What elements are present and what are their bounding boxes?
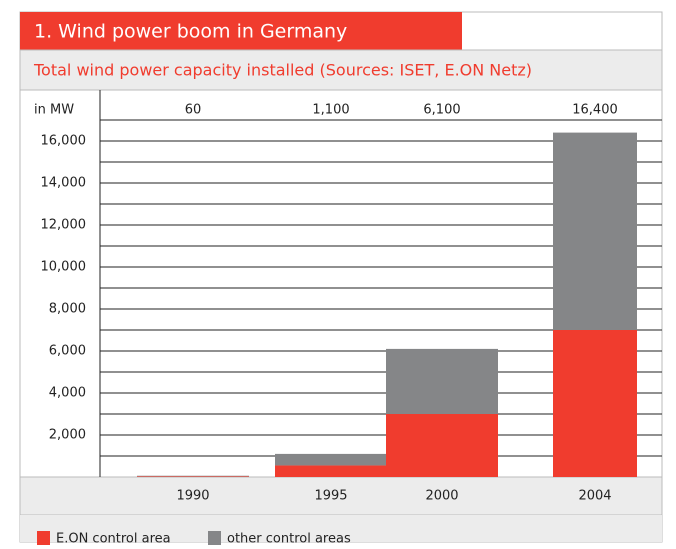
total-label: 6,100 [423,103,460,118]
total-label: 1,100 [312,103,349,118]
subtitle: Total wind power capacity installed (Sou… [33,61,532,80]
y-tick-label: 6,000 [49,344,86,359]
legend-swatch [37,531,50,545]
y-tick-label: 8,000 [49,302,86,317]
y-tick-label: 10,000 [41,260,87,275]
y-tick-label: 16,000 [41,134,87,149]
bar-segment [137,475,249,477]
x-tick-label: 2004 [578,489,611,504]
legend-label: other control areas [227,532,351,547]
y-tick-label: 2,000 [49,428,86,443]
subtitle-bar [19,49,663,91]
bar-segment [275,453,387,466]
category-band [19,476,663,516]
title-bar [20,12,462,50]
y-tick-label: 12,000 [41,218,87,233]
x-tick-label: 1995 [314,489,347,504]
legend-band [20,515,662,542]
total-label: 60 [185,103,202,118]
bar-segment [386,348,498,414]
bar-segment [275,465,387,477]
bar-segment [553,330,637,477]
y-tick-label: 14,000 [41,176,87,191]
legend-swatch [208,531,221,545]
bar-segment [386,414,498,477]
total-label: 16,400 [572,103,618,118]
bar-segment [553,132,637,330]
chart-title: 1. Wind power boom in Germany [34,21,347,43]
legend-label: E.ON control area [56,532,171,547]
x-tick-label: 1990 [176,489,209,504]
bar-segment [137,476,249,477]
x-tick-label: 2000 [425,489,458,504]
y-tick-label: 4,000 [49,386,86,401]
y-axis-label: in MW [34,103,74,118]
